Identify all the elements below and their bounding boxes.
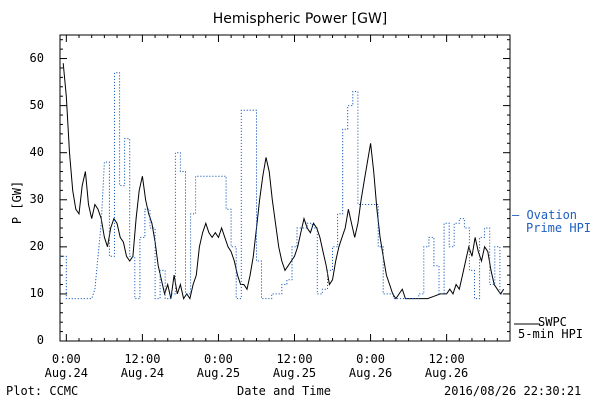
series-ovation-line bbox=[60, 72, 504, 300]
x-axis-label: Date and Time bbox=[237, 384, 331, 398]
y-tick-label: 30 bbox=[29, 191, 44, 206]
y-tick-label: 10 bbox=[29, 285, 44, 300]
x-tick-label-time: 12:00 bbox=[124, 352, 161, 366]
x-tick-label-date: Aug.25 bbox=[196, 366, 241, 380]
legend-ovation-line1: — Ovation bbox=[512, 208, 578, 222]
series-swpc-line bbox=[62, 63, 505, 300]
x-tick-label-time: 12:00 bbox=[276, 352, 313, 366]
x-tick-label-time: 0:00 bbox=[51, 352, 81, 366]
x-tick-label-time: 12:00 bbox=[428, 352, 465, 366]
legend-swpc-line2: 5-min HPI bbox=[518, 327, 584, 341]
legend-ovation-line2: Prime HPI bbox=[526, 221, 592, 235]
x-tick-label-date: Aug.26 bbox=[348, 366, 393, 380]
x-tick-label-time: 0:00 bbox=[356, 352, 386, 366]
x-tick-label-date: Aug.24 bbox=[44, 366, 88, 380]
y-tick-label: 20 bbox=[29, 238, 44, 253]
chart-title: Hemispheric Power [GW] bbox=[212, 11, 388, 27]
x-tick-label-date: Aug.25 bbox=[272, 366, 317, 380]
y-tick-label: 60 bbox=[29, 50, 44, 65]
x-tick-label-time: 0:00 bbox=[203, 352, 233, 366]
series-layer bbox=[60, 63, 505, 300]
x-tick-label-date: Aug.24 bbox=[120, 366, 165, 380]
y-tick-label: 40 bbox=[29, 144, 44, 159]
legend-swpc-line1: SWPC bbox=[538, 315, 567, 329]
y-tick-label: 50 bbox=[29, 97, 44, 112]
plot-credit: Plot: CCMC bbox=[6, 384, 79, 398]
y-tick-label: 0 bbox=[36, 333, 44, 347]
axes-frame bbox=[59, 34, 540, 342]
plot-frame bbox=[59, 34, 511, 342]
plot-timestamp: 2016/08/26 22:30:21 bbox=[444, 384, 582, 398]
x-tick-label-date: Aug.26 bbox=[424, 366, 469, 380]
